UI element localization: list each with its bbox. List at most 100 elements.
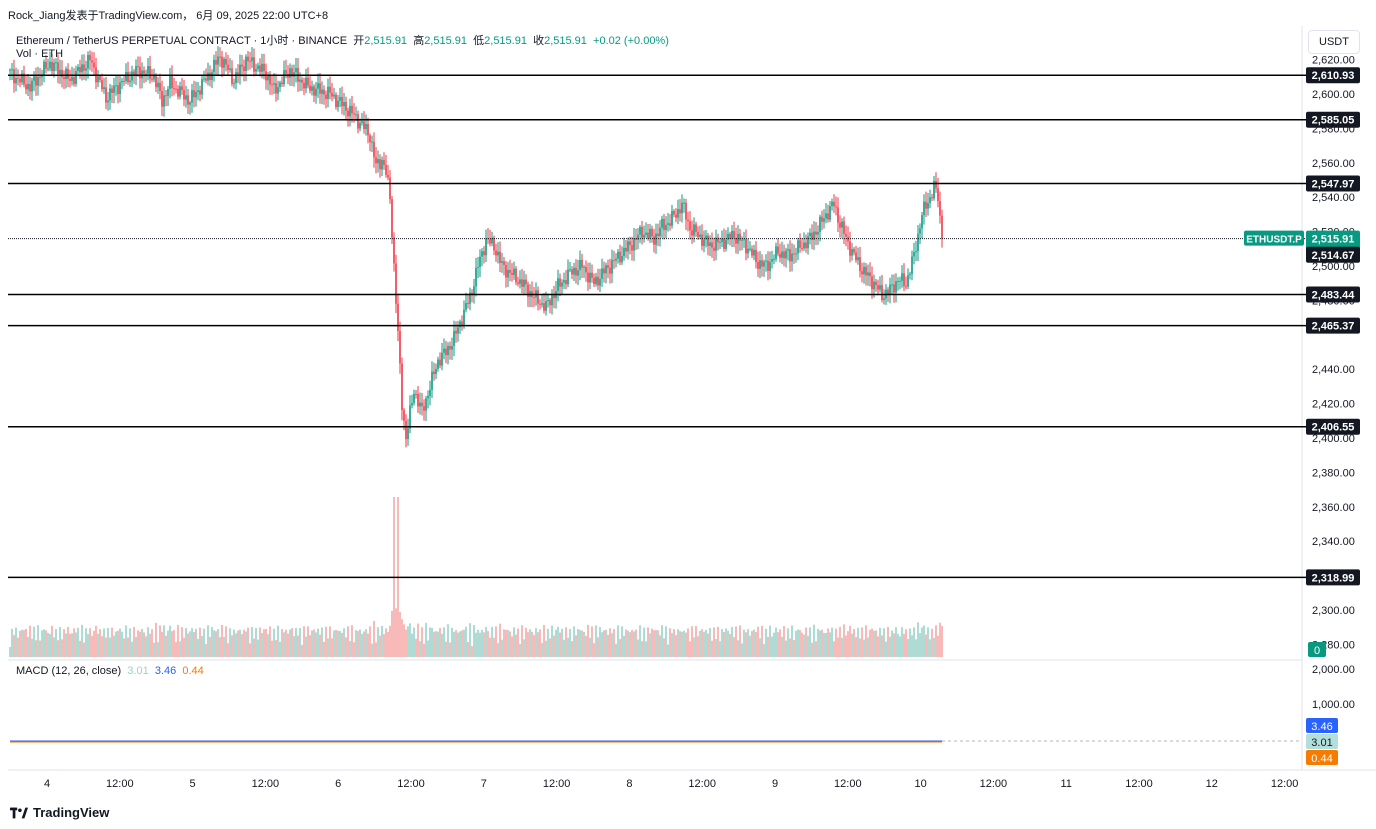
volume-bar: [893, 633, 895, 657]
volume-bar: [639, 625, 641, 657]
volume-bar: [343, 628, 345, 657]
candle-body: [723, 238, 725, 249]
volume-bar: [835, 628, 837, 657]
volume-bar: [495, 626, 497, 657]
candle-body: [13, 69, 15, 84]
candle-body: [851, 249, 853, 256]
candle-body: [373, 141, 375, 158]
volume-bar: [593, 643, 595, 657]
volume-bar: [573, 626, 575, 657]
volume-bar: [139, 631, 141, 657]
volume-bar: [699, 630, 701, 657]
candle-body: [663, 218, 665, 231]
candle-body: [727, 233, 729, 240]
price-tick-label: 2,380.00: [1312, 467, 1355, 479]
candle-body: [275, 83, 277, 94]
volume-bar: [327, 638, 329, 657]
candle-body: [775, 246, 777, 259]
candle-body: [613, 259, 615, 261]
candle-body: [729, 233, 731, 240]
candle-body: [485, 238, 487, 256]
volume-bar: [135, 636, 137, 657]
candle-body: [41, 75, 43, 78]
candle-body: [39, 77, 41, 79]
volume-bar: [377, 627, 379, 657]
candle-body: [363, 121, 365, 130]
volume-bar: [315, 632, 317, 657]
candle-body: [809, 232, 811, 237]
candle-body: [773, 258, 775, 260]
candle-body: [415, 393, 417, 395]
candle-body: [907, 275, 909, 287]
volume-bar: [601, 632, 603, 657]
candle-body: [229, 68, 231, 70]
volume-bar: [347, 626, 349, 657]
currency-button[interactable]: USDT: [1308, 30, 1360, 54]
volume-bar: [543, 625, 545, 657]
candle-body: [927, 203, 929, 209]
volume-bar: [329, 626, 331, 657]
candle-body: [171, 75, 173, 89]
volume-bar: [583, 631, 585, 657]
candle-body: [601, 268, 603, 279]
candle-body: [401, 363, 403, 411]
candle-body: [375, 157, 377, 164]
candle-body: [513, 268, 515, 275]
candle-body: [917, 233, 919, 252]
volume-bar: [457, 632, 459, 657]
volume-bar: [661, 625, 663, 657]
candle-body: [689, 221, 691, 231]
candle-body: [379, 159, 381, 170]
volume-bar: [307, 626, 309, 657]
volume-bar: [233, 629, 235, 657]
candle-body: [105, 87, 107, 103]
volume-bar: [125, 625, 127, 657]
volume-bar: [523, 639, 525, 657]
volume-bar: [89, 628, 91, 657]
candle-body: [477, 266, 479, 268]
volume-bar: [103, 628, 105, 657]
volume-bar: [617, 625, 619, 657]
volume-bar: [295, 628, 297, 657]
candle-body: [125, 72, 127, 82]
candle-body: [223, 58, 225, 68]
candle-body: [151, 78, 153, 80]
volume-legend[interactable]: Vol · ETH: [16, 48, 64, 60]
candle-body: [735, 237, 737, 244]
volume-bar: [117, 630, 119, 657]
candle-body: [179, 86, 181, 97]
candle-body: [819, 216, 821, 232]
time-tick-label: 12:00: [397, 778, 425, 790]
volume-bar: [513, 627, 515, 657]
candle-body: [245, 56, 247, 72]
volume-bar: [811, 642, 813, 657]
candle-body: [175, 88, 177, 90]
candle-body: [281, 82, 283, 85]
candle-body: [411, 403, 413, 406]
volume-bar: [507, 629, 509, 657]
candle-body: [321, 89, 323, 94]
volume-bar: [587, 624, 589, 657]
volume-bar: [785, 640, 787, 657]
candle-body: [359, 123, 361, 129]
volume-bar: [869, 629, 871, 657]
candle-body: [593, 277, 595, 285]
candle-body: [243, 66, 245, 72]
volume-bar: [485, 627, 487, 657]
candle-body: [837, 207, 839, 223]
candle-body: [841, 221, 843, 228]
candle-body: [799, 240, 801, 248]
symbol-line[interactable]: Ethereum / TetherUS PERPETUAL CONTRACT ·…: [16, 35, 348, 47]
volume-bar: [473, 625, 475, 657]
volume-bar: [285, 629, 287, 657]
volume-bar: [143, 632, 145, 657]
volume-bar: [757, 626, 759, 657]
candle-body: [633, 238, 635, 251]
macd-legend[interactable]: MACD (12, 26, close) 3.01 3.46 0.44: [16, 665, 204, 677]
time-tick-label: 9: [772, 778, 778, 790]
candle-body: [813, 231, 815, 240]
volume-bar: [805, 627, 807, 657]
candle-body: [195, 91, 197, 98]
candle-body: [625, 247, 627, 252]
